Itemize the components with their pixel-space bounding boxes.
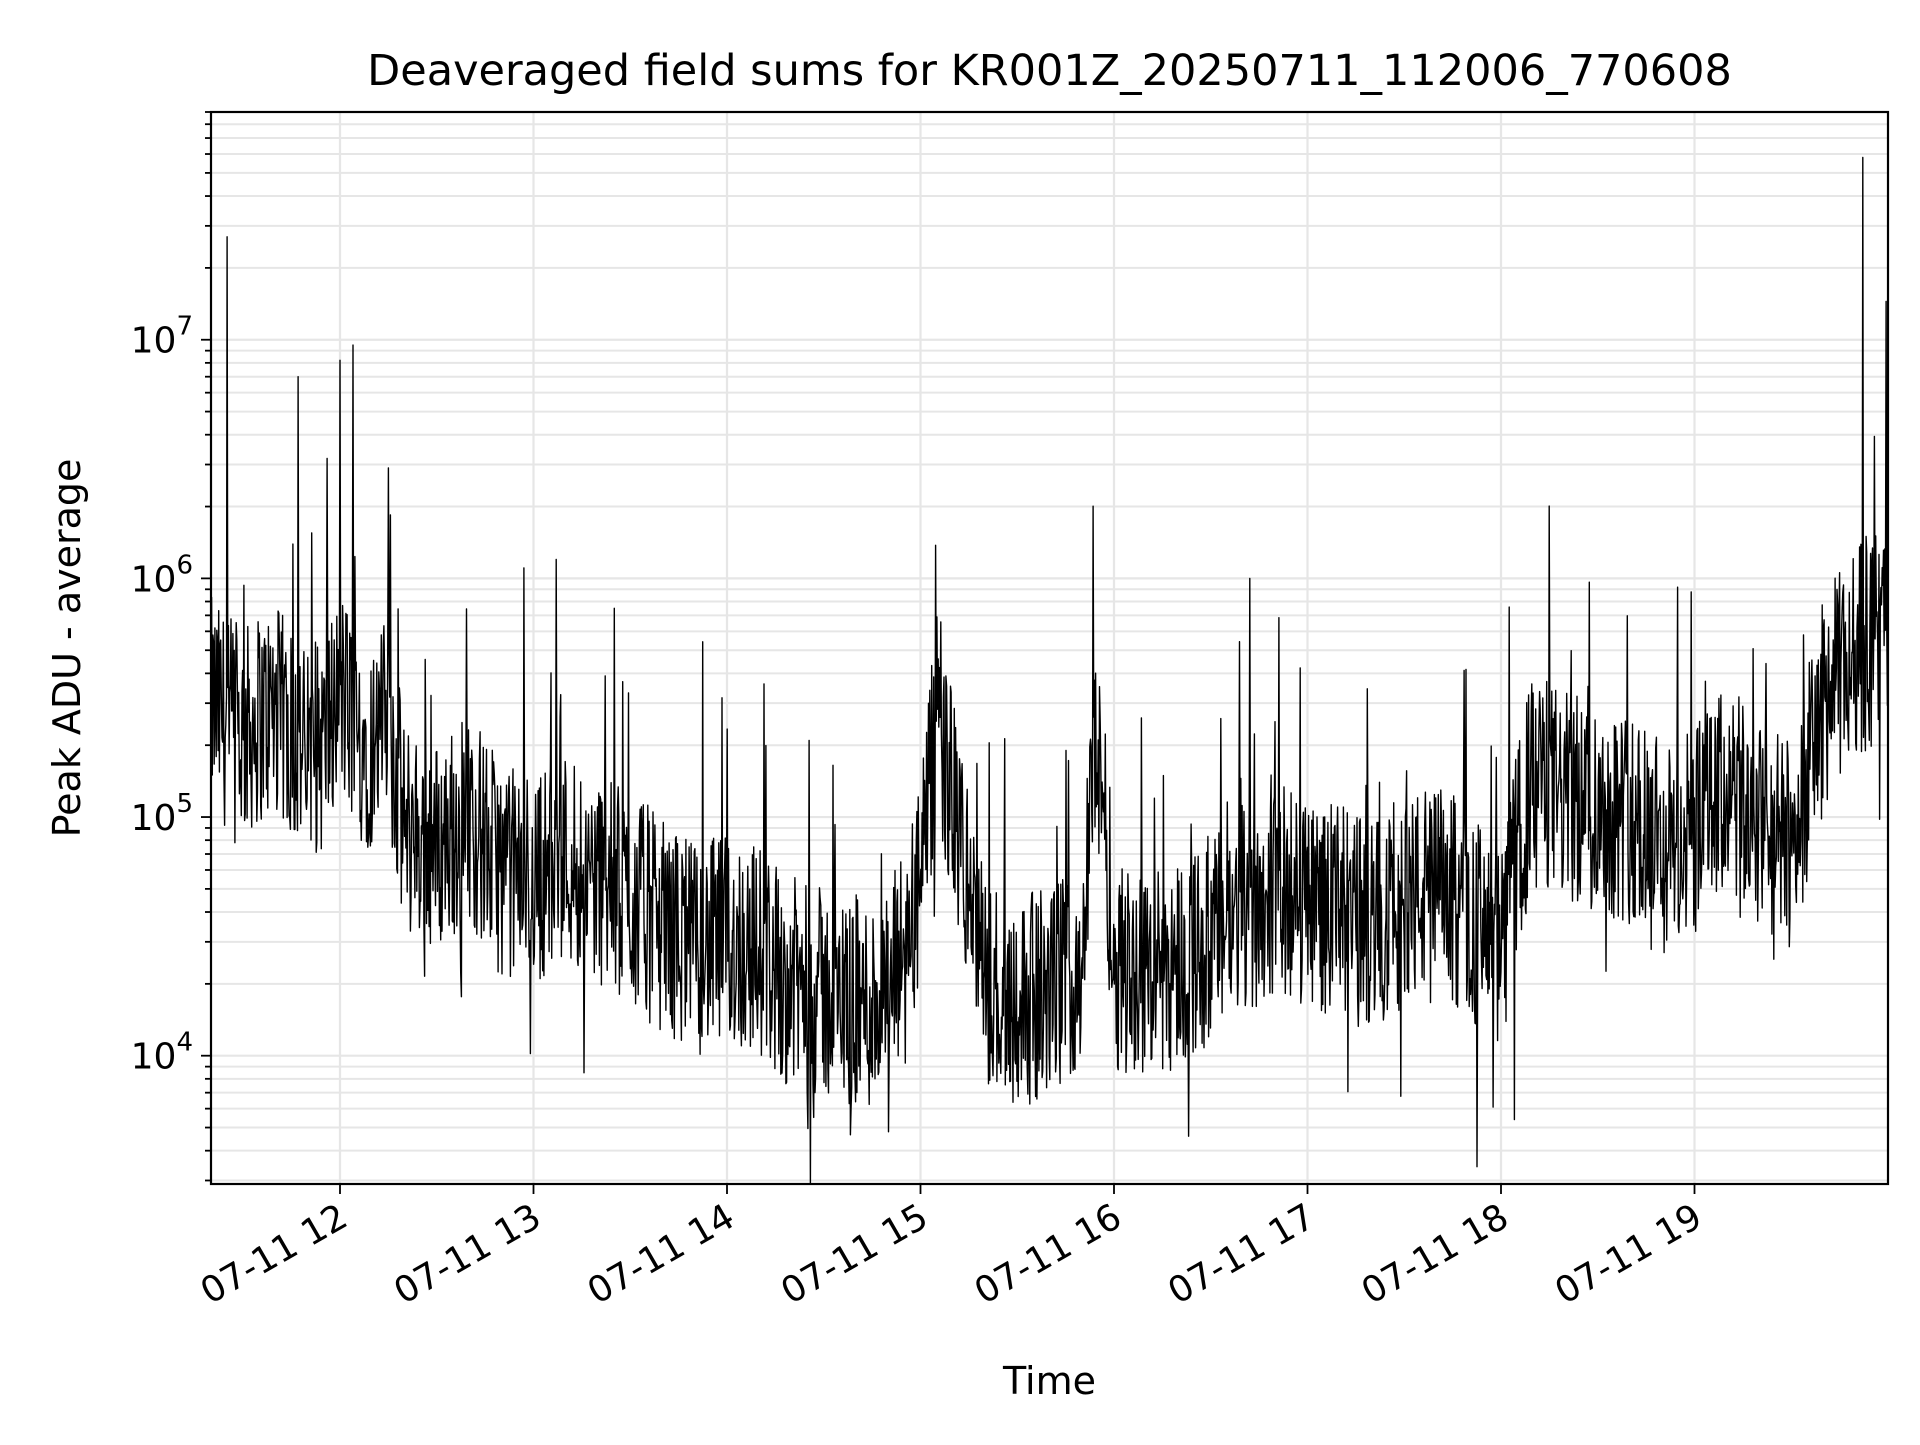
y-tick-label-exponent: 4 (176, 1028, 193, 1058)
x-axis-label: Time (1002, 1359, 1096, 1403)
series-line (210, 156, 1889, 1185)
y-tick-label-base: 10 (131, 321, 177, 362)
y-axis-label: Peak ADU - average (45, 459, 89, 838)
y-tick-label-exponent: 7 (176, 312, 193, 342)
y-tick-label: 105 (131, 789, 193, 839)
y-tick-label-base: 10 (131, 1037, 177, 1078)
y-tick-label-base: 10 (131, 559, 177, 600)
grid-layer (211, 111, 1888, 1184)
series-layer (210, 156, 1889, 1185)
plot-frame (209, 110, 1890, 1186)
y-tick-label-exponent: 5 (176, 789, 193, 819)
y-tick-label: 107 (131, 312, 193, 362)
y-tick-label: 106 (131, 550, 193, 600)
y-tick-label-base: 10 (131, 798, 177, 839)
y-tick-label-exponent: 6 (176, 550, 193, 580)
y-tick-label: 104 (131, 1028, 193, 1078)
chart-title: Deaveraged field sums for KR001Z_2025071… (367, 46, 1732, 96)
